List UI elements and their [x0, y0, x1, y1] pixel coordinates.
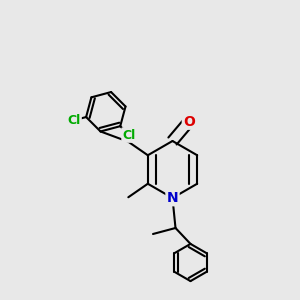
Text: Cl: Cl: [122, 129, 136, 142]
Text: N: N: [167, 191, 178, 205]
Text: Cl: Cl: [67, 114, 81, 127]
Text: O: O: [183, 115, 195, 128]
